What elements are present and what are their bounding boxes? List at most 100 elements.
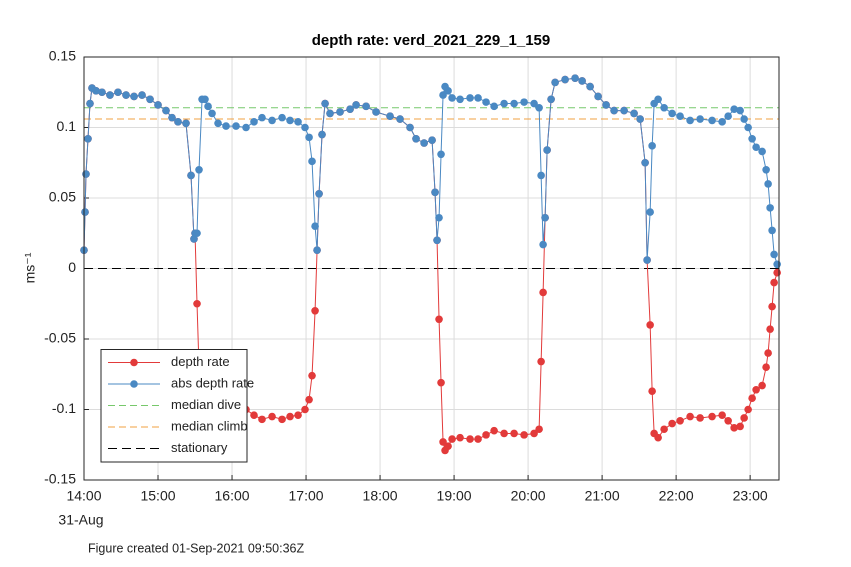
- data-point: [676, 112, 684, 121]
- data-point: [520, 98, 528, 106]
- data-point: [82, 170, 90, 178]
- data-point: [439, 91, 447, 99]
- data-point: [724, 112, 732, 121]
- legend-marker: [130, 358, 138, 367]
- data-point: [730, 105, 738, 113]
- data-point: [268, 116, 276, 125]
- y-tick-label: 0.15: [49, 48, 76, 64]
- data-point: [321, 99, 329, 108]
- data-point: [311, 307, 319, 315]
- data-point: [686, 116, 694, 125]
- data-point: [456, 433, 464, 442]
- data-point: [648, 142, 656, 150]
- data-point: [648, 387, 656, 395]
- data-point: [86, 99, 94, 108]
- x-tick-label: 15:00: [140, 488, 175, 504]
- data-point: [435, 315, 443, 324]
- x-tick-label: 16:00: [215, 488, 250, 504]
- data-point: [433, 236, 441, 245]
- data-point: [730, 424, 738, 432]
- data-point: [242, 123, 250, 132]
- data-point: [748, 394, 756, 403]
- data-point: [530, 429, 538, 438]
- footnote: Figure created 01-Sep-2021 09:50:36Z: [88, 541, 304, 555]
- data-point: [294, 411, 302, 419]
- data-point: [336, 108, 344, 116]
- data-point: [326, 109, 334, 118]
- data-point: [602, 101, 610, 109]
- data-point: [539, 240, 547, 249]
- data-point: [547, 95, 555, 104]
- data-point: [278, 415, 286, 424]
- legend: depth rate abs depth rate median dive media…: [100, 349, 254, 463]
- data-point: [98, 88, 106, 97]
- data-point: [154, 101, 162, 109]
- data-point: [190, 235, 198, 243]
- data-point: [222, 122, 230, 130]
- data-point: [482, 98, 490, 106]
- legend-label: median dive: [171, 397, 241, 412]
- data-point: [311, 222, 319, 230]
- data-point: [308, 371, 316, 380]
- data-point: [510, 429, 518, 438]
- data-point: [641, 158, 649, 167]
- data-point: [676, 416, 684, 425]
- data-point: [474, 435, 482, 443]
- data-point: [106, 91, 114, 99]
- data-point: [84, 134, 92, 143]
- data-point: [620, 106, 628, 115]
- data-point: [301, 405, 309, 414]
- data-point: [708, 116, 716, 125]
- x-tick-label: 22:00: [659, 488, 694, 504]
- data-point: [766, 325, 774, 333]
- data-point: [444, 442, 452, 450]
- data-point: [594, 92, 602, 101]
- data-point: [718, 118, 726, 126]
- data-point: [758, 147, 766, 156]
- data-point: [162, 106, 170, 115]
- data-point: [630, 109, 638, 118]
- y-tick-label: -0.05: [44, 330, 76, 346]
- data-point: [250, 118, 258, 126]
- data-point: [420, 139, 428, 147]
- data-point: [744, 123, 752, 132]
- data-point: [770, 250, 778, 259]
- data-point: [500, 429, 508, 438]
- legend-label: abs depth rate: [171, 375, 254, 390]
- data-point: [748, 134, 756, 143]
- data-point: [435, 213, 443, 222]
- data-point: [308, 157, 316, 166]
- data-point: [752, 143, 760, 152]
- data-point: [214, 119, 222, 128]
- data-point: [758, 381, 766, 390]
- y-tick-label: 0.1: [57, 118, 77, 134]
- data-point: [762, 363, 770, 372]
- data-point: [752, 385, 760, 394]
- data-point: [696, 115, 704, 123]
- data-point: [301, 123, 309, 132]
- data-point: [762, 166, 770, 174]
- data-point: [250, 411, 258, 419]
- data-point: [708, 412, 716, 421]
- data-point: [736, 422, 744, 431]
- data-point: [578, 77, 586, 85]
- data-point: [530, 99, 538, 108]
- data-point: [740, 414, 748, 422]
- data-point: [201, 95, 209, 104]
- data-point: [490, 102, 498, 111]
- data-point: [195, 166, 203, 174]
- data-point: [352, 101, 360, 109]
- data-point: [654, 433, 662, 442]
- data-point: [539, 288, 547, 297]
- data-point: [386, 112, 394, 121]
- x-tick-label: 17:00: [289, 488, 324, 504]
- data-point: [520, 431, 528, 439]
- data-point: [412, 134, 420, 143]
- y-tick-label: -0.15: [44, 471, 76, 487]
- data-point: [232, 122, 240, 130]
- data-point: [646, 321, 654, 329]
- data-point: [766, 204, 774, 212]
- data-point: [660, 425, 668, 434]
- data-point: [204, 102, 212, 111]
